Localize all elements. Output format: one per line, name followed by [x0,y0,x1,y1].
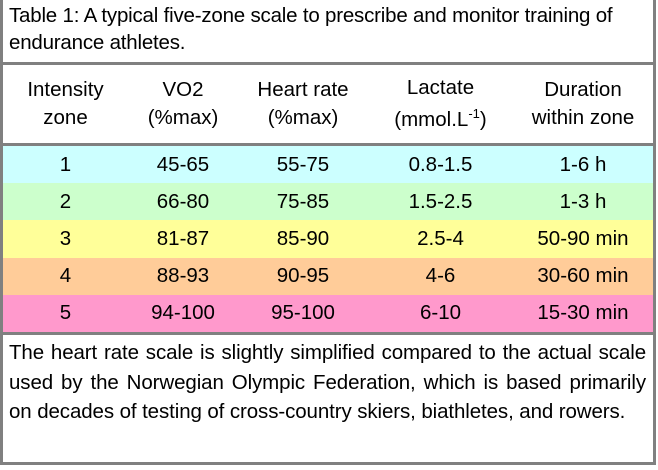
header-label: Intensity [27,78,104,101]
cell-lactate: 4-6 [425,264,456,288]
table-row: 4 88-93 90-95 4-6 30-60 min [3,257,653,295]
cell-vo2: 66-80 [156,189,210,213]
cell-lactate: 2.5-4 [417,226,464,250]
table-row: 2 66-80 75-85 1.5-2.5 1-3 h [3,183,653,221]
table-caption: Table 1: A typical five-zone scale to pr… [9,4,613,54]
header-vo2: VO2 (%max) [128,65,238,143]
header-label: (%max) [147,106,219,129]
cell-duration: 1-3 h [559,189,607,213]
cell-duration: 50-90 min [537,226,629,250]
header-label: (%max) [267,106,339,129]
header-lactate: Lactate (mmol.L-1) [368,65,513,143]
cell-heart-rate: 95-100 [271,301,335,325]
divider [3,62,653,65]
header-unit-suffix: ) [479,108,487,131]
table-body: 1 45-65 55-75 0.8-1.5 1-6 h 2 66-80 75-8… [3,146,653,332]
divider [3,332,653,335]
cell-vo2: 45-65 [156,152,210,176]
table-row: 3 81-87 85-90 2.5-4 50-90 min [3,220,653,258]
header-label: VO2 [162,78,204,101]
cell-lactate: 6-10 [419,301,462,325]
cell-duration: 30-60 min [537,264,629,288]
cell-zone: 2 [59,189,72,213]
header-intensity-zone: Intensity zone [3,65,128,143]
header-label: Duration [544,78,622,101]
cell-lactate: 0.8-1.5 [408,152,473,176]
header-heart-rate: Heart rate (%max) [238,65,368,143]
cell-duration: 1-6 h [559,152,607,176]
cell-heart-rate: 75-85 [276,189,330,213]
cell-heart-rate: 90-95 [276,264,330,288]
header-duration: Duration within zone [513,65,653,143]
table-row: 5 94-100 95-100 6-10 15-30 min [3,294,653,332]
cell-zone: 3 [59,226,72,250]
cell-vo2: 88-93 [156,264,210,288]
cell-vo2: 81-87 [156,226,210,250]
cell-duration: 15-30 min [537,301,629,325]
divider [3,143,653,146]
cell-vo2: 94-100 [151,301,215,325]
header-label: (mmol.L-1) [394,102,486,134]
cell-heart-rate: 85-90 [276,226,330,250]
table-header: Intensity zone VO2 (%max) Heart rate (%m… [3,65,653,143]
cell-zone: 5 [59,301,72,325]
header-unit: (mmol.L [394,108,469,131]
table-row: 1 45-65 55-75 0.8-1.5 1-6 h [3,146,653,184]
header-superscript: -1 [468,106,480,121]
header-label: zone [43,106,88,129]
cell-zone: 4 [59,264,72,288]
header-label: within zone [531,106,635,129]
header-label: Lactate [406,76,475,99]
cell-lactate: 1.5-2.5 [408,189,473,213]
table-footnote: The heart rate scale is slightly simplif… [9,341,646,423]
cell-zone: 1 [59,152,72,176]
cell-heart-rate: 55-75 [276,152,330,176]
header-label: Heart rate [257,78,349,101]
